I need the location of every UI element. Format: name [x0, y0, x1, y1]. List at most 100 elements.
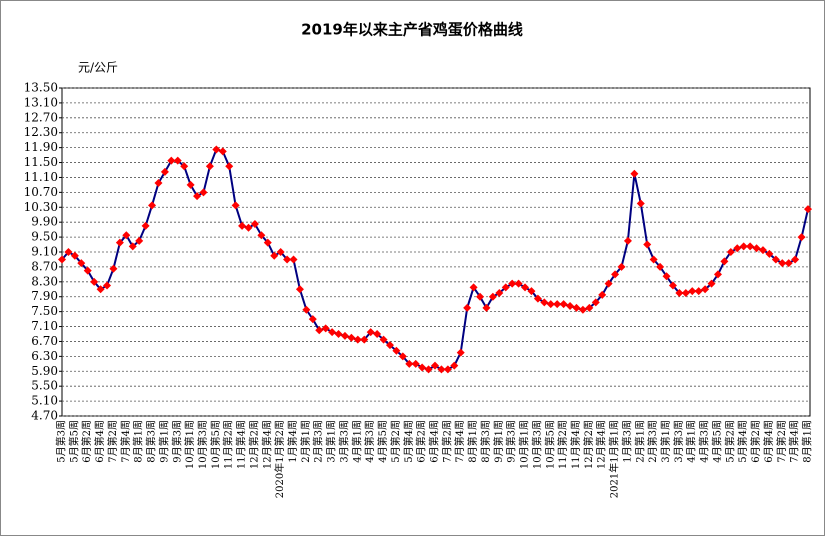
x-tick-label: 10月第1周	[183, 420, 196, 469]
x-tick-label: 12月第4周	[260, 420, 273, 469]
x-tick-label: 2021年1月第1周	[608, 420, 621, 498]
x-tick-label: 11月第2周	[222, 420, 235, 469]
price-marker	[707, 279, 716, 288]
price-marker	[340, 331, 349, 340]
price-marker	[302, 305, 311, 314]
x-tick-label: 7月第2周	[775, 420, 788, 463]
price-marker	[270, 251, 279, 260]
price-marker	[64, 248, 73, 256]
price-marker	[688, 287, 697, 296]
x-tick-label: 6月第2周	[749, 420, 762, 463]
price-marker	[141, 221, 150, 230]
price-marker	[604, 279, 613, 288]
x-tick-label: 5月第4周	[402, 420, 415, 463]
x-tick-label: 10月第5周	[543, 420, 556, 469]
price-marker	[70, 251, 79, 260]
price-marker	[623, 236, 632, 245]
price-marker	[758, 246, 767, 255]
x-tick-label: 6月第4周	[93, 420, 106, 463]
price-marker	[540, 298, 549, 307]
x-tick-label: 5月第2周	[723, 420, 736, 463]
y-tick-label: 12.30	[24, 125, 58, 139]
x-tick-label: 5月第3周	[55, 420, 68, 463]
price-marker	[611, 270, 620, 279]
x-tick-label: 10月第3周	[196, 420, 209, 469]
x-tick-label: 12月第2周	[582, 420, 595, 469]
price-marker	[566, 302, 575, 311]
x-tick-label: 10月第5周	[209, 420, 222, 469]
price-marker	[636, 199, 645, 208]
price-marker	[804, 205, 812, 214]
x-tick-label: 3月第1周	[325, 420, 338, 463]
x-tick-label: 2月第1周	[633, 420, 646, 463]
price-marker	[656, 262, 665, 271]
price-marker	[96, 285, 105, 294]
price-marker	[791, 255, 800, 264]
y-tick-label: 11.50	[24, 155, 58, 169]
price-marker	[720, 257, 729, 266]
price-marker	[231, 201, 240, 210]
x-tick-label: 11月第2周	[556, 420, 569, 469]
price-marker	[675, 289, 684, 297]
price-marker	[533, 294, 542, 303]
price-marker	[360, 335, 369, 344]
price-marker	[495, 289, 504, 297]
chart-title: 2019年以来主产省鸡蛋价格曲线	[301, 21, 523, 39]
price-marker	[521, 283, 530, 292]
x-tick-label: 2月第3周	[646, 420, 659, 463]
x-tick-label: 5月第5周	[67, 420, 80, 463]
price-marker	[797, 233, 806, 242]
price-marker	[83, 266, 92, 275]
y-tick-label: 9.50	[31, 230, 58, 244]
price-marker	[649, 255, 658, 264]
x-tick-label: 7月第4周	[119, 420, 132, 463]
price-marker	[431, 361, 439, 370]
price-marker	[443, 365, 452, 374]
price-marker	[437, 365, 446, 374]
x-tick-label: 8月第1周	[466, 420, 479, 463]
price-marker	[135, 236, 144, 245]
y-tick-label: 5.90	[31, 364, 58, 378]
x-tick-label: 1月第4周	[286, 420, 299, 463]
price-marker	[501, 283, 510, 292]
price-marker	[476, 292, 485, 301]
price-marker	[630, 169, 639, 178]
price-marker	[347, 333, 356, 342]
price-marker	[212, 145, 221, 154]
price-marker	[752, 244, 761, 253]
price-marker	[411, 359, 420, 368]
price-marker	[263, 238, 272, 247]
price-marker	[392, 346, 401, 355]
price-marker	[115, 238, 124, 247]
price-marker	[424, 365, 433, 374]
y-tick-label: 11.10	[24, 170, 58, 184]
x-tick-label: 2020年1月第2周	[273, 420, 286, 498]
price-marker	[160, 167, 169, 176]
x-tick-label: 9月第3周	[505, 420, 518, 463]
x-tick-label: 5月第4周	[736, 420, 749, 463]
y-tick-label: 6.70	[31, 334, 58, 348]
y-tick-label: 5.50	[31, 379, 58, 393]
price-marker	[90, 277, 99, 286]
price-marker	[308, 315, 317, 324]
price-marker	[199, 188, 208, 197]
x-tick-label: 4月第1周	[685, 420, 698, 463]
price-marker	[578, 305, 587, 314]
price-marker	[681, 289, 690, 297]
y-tick-label: 7.50	[31, 304, 58, 318]
price-marker	[553, 300, 562, 309]
price-marker	[778, 259, 787, 268]
y-tick-label: 6.30	[31, 349, 58, 363]
price-marker	[109, 264, 118, 273]
price-marker	[103, 281, 112, 290]
price-marker	[771, 255, 780, 264]
x-tick-label: 8月第3周	[479, 420, 492, 463]
price-marker	[585, 303, 594, 312]
price-marker	[662, 272, 671, 281]
x-tick-label: 8月第3周	[145, 420, 158, 463]
x-tick-label: 7月第2周	[106, 420, 119, 463]
price-marker	[276, 248, 285, 256]
y-tick-label: 4.70	[31, 409, 58, 423]
price-marker	[238, 221, 247, 230]
x-tick-label: 10月第1周	[518, 420, 531, 469]
